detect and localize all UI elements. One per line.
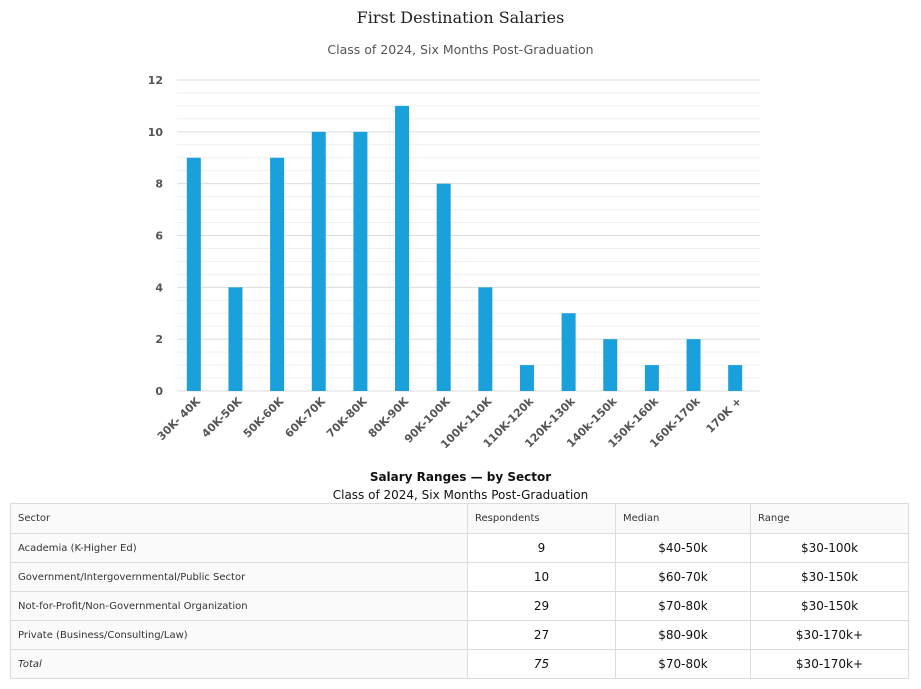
bar: [270, 157, 285, 391]
cell-median: $40-50k: [615, 533, 751, 563]
header-sector: Sector: [10, 503, 468, 534]
bar: [686, 339, 701, 391]
cell-median: $80-90k: [615, 620, 751, 650]
bar: [478, 287, 493, 391]
cell-respondents: 29: [467, 591, 616, 621]
cell-respondents: 9: [467, 533, 616, 563]
bar: [353, 131, 368, 392]
cell-sector: Academia (K-Higher Ed): [10, 533, 468, 563]
table-header-row: Sector Respondents Median Range: [10, 503, 909, 534]
cell-median: $70-80k: [615, 591, 751, 621]
table-total-row: Total 75 $70-80k $30-170k+: [10, 649, 909, 679]
cell-respondents: 75: [467, 649, 616, 679]
cell-respondents: 27: [467, 620, 616, 650]
cell-median: $60-70k: [615, 562, 751, 592]
cell-sector: Government/Intergovernmental/Public Sect…: [10, 562, 468, 592]
y-tick-label: 6: [155, 230, 163, 243]
cell-range: $30-100k: [750, 533, 909, 563]
table-row: Government/Intergovernmental/Public Sect…: [10, 562, 909, 592]
y-tick-label: 2: [155, 333, 163, 346]
bar: [228, 287, 243, 391]
cell-range: $30-170k+: [750, 620, 909, 650]
cell-median: $70-80k: [615, 649, 751, 679]
table-subtitle: Class of 2024, Six Months Post-Graduatio…: [332, 488, 589, 502]
bar: [311, 131, 326, 392]
cell-sector: Not-for-Profit/Non-Governmental Organiza…: [10, 591, 468, 621]
bar: [644, 365, 659, 391]
header-median: Median: [615, 503, 751, 534]
chart-title: First Destination Salaries: [356, 8, 565, 27]
x-tick-label: 40K-50K: [199, 395, 245, 441]
table-title: Salary Ranges — by Sector: [369, 470, 552, 484]
y-tick-label: 12: [148, 74, 163, 87]
bar: [603, 339, 618, 391]
chart-subtitle: Class of 2024, Six Months Post-Graduatio…: [327, 42, 594, 57]
y-tick-label: 0: [155, 385, 163, 398]
x-tick-label: 60K-70K: [282, 395, 328, 441]
cell-range: $30-170k+: [750, 649, 909, 679]
x-tick-label: 30K- 40K: [155, 395, 203, 443]
table-row: Academia (K-Higher Ed) 9 $40-50k $30-100…: [10, 533, 909, 563]
y-tick-label: 8: [155, 178, 163, 191]
bar: [186, 157, 201, 391]
x-tick-label: 50K-60K: [241, 395, 287, 441]
salary-bar-chart: 0 2 4 6 8 10 12 30K- 40K40K-50K50K-60K60K-70K70…: [148, 74, 760, 451]
bar: [519, 365, 534, 391]
bar: [395, 105, 410, 392]
cell-range: $30-150k: [750, 591, 909, 621]
cell-sector: Private (Business/Consulting/Law): [10, 620, 468, 650]
x-tick-label: 170K +: [704, 395, 745, 436]
cell-respondents: 10: [467, 562, 616, 592]
salary-sector-table: Sector Respondents Median Range Academia…: [10, 503, 909, 679]
header-range: Range: [750, 503, 909, 534]
x-tick-label: 70K-80K: [324, 395, 370, 441]
header-respondents: Respondents: [467, 503, 616, 534]
bar: [561, 313, 576, 391]
cell-sector: Total: [10, 649, 468, 679]
y-tick-label: 10: [148, 126, 164, 139]
bar: [436, 183, 451, 391]
y-tick-label: 4: [155, 281, 163, 294]
cell-range: $30-150k: [750, 562, 909, 592]
bar: [728, 365, 743, 391]
table-row: Not-for-Profit/Non-Governmental Organiza…: [10, 591, 909, 621]
table-row: Private (Business/Consulting/Law) 27 $80…: [10, 620, 909, 650]
